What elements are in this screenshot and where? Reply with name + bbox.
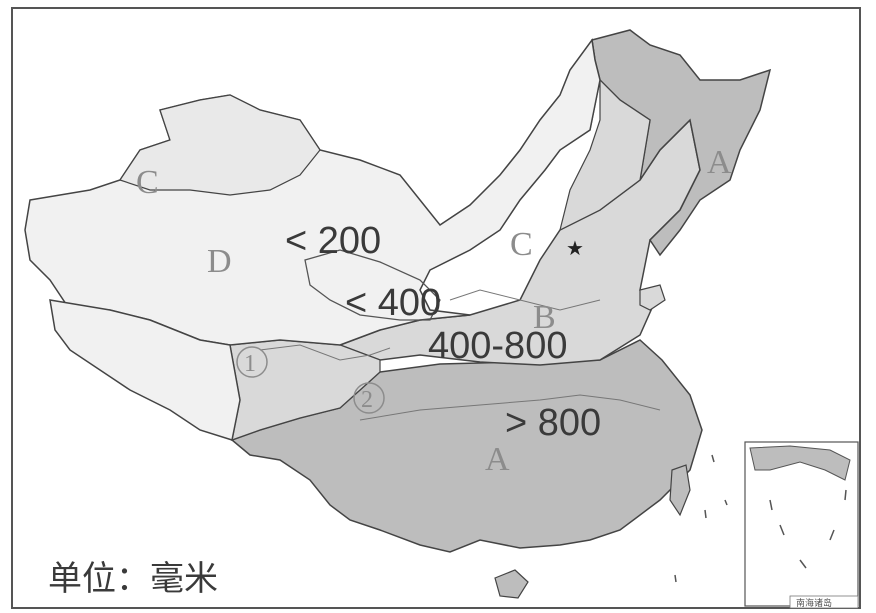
- circle-label-2: 2: [361, 387, 373, 413]
- zone-label-a-northeast: A: [707, 144, 732, 181]
- eastern-island-marks: [674, 454, 728, 583]
- precip-label-400-800: 400-800: [428, 325, 567, 367]
- zone-c-northwest-region: [119, 94, 321, 196]
- taiwan-island: [669, 464, 691, 517]
- zone-label-b: B: [533, 299, 556, 336]
- hainan-island: [494, 569, 529, 599]
- zone-label-c-northwest: C: [136, 164, 159, 201]
- zone-label-c-north: C: [510, 226, 533, 263]
- precip-label-gt800: > 800: [505, 402, 601, 444]
- unit-label: 单位：毫米: [48, 560, 218, 598]
- circle-marker-2: [353, 382, 385, 414]
- zone-label-d: D: [207, 243, 232, 280]
- precip-label-lt400: < 400: [345, 282, 441, 324]
- inset-dashes: [769, 489, 847, 569]
- circle-marker-1: [236, 346, 268, 378]
- zone-d-tibet-region: [49, 299, 241, 441]
- inset-label-box: [789, 595, 859, 609]
- river-line-3: [449, 289, 601, 311]
- zone-a-south-region: [230, 339, 703, 553]
- precip-label-lt200: < 200: [285, 220, 381, 262]
- shandong-peninsula: [639, 284, 666, 311]
- capital-star-icon: ★: [566, 238, 584, 260]
- inset-label: 南海诸岛: [796, 597, 832, 608]
- isohyet-200-line: [304, 249, 441, 321]
- zone-label-a-south: A: [485, 441, 510, 478]
- zone-b-northeast-region: [559, 78, 651, 232]
- inset-coastline: [749, 445, 851, 481]
- circle-label-1: 1: [244, 351, 256, 377]
- river-line-2: [359, 394, 661, 421]
- river-line-1: [259, 344, 391, 361]
